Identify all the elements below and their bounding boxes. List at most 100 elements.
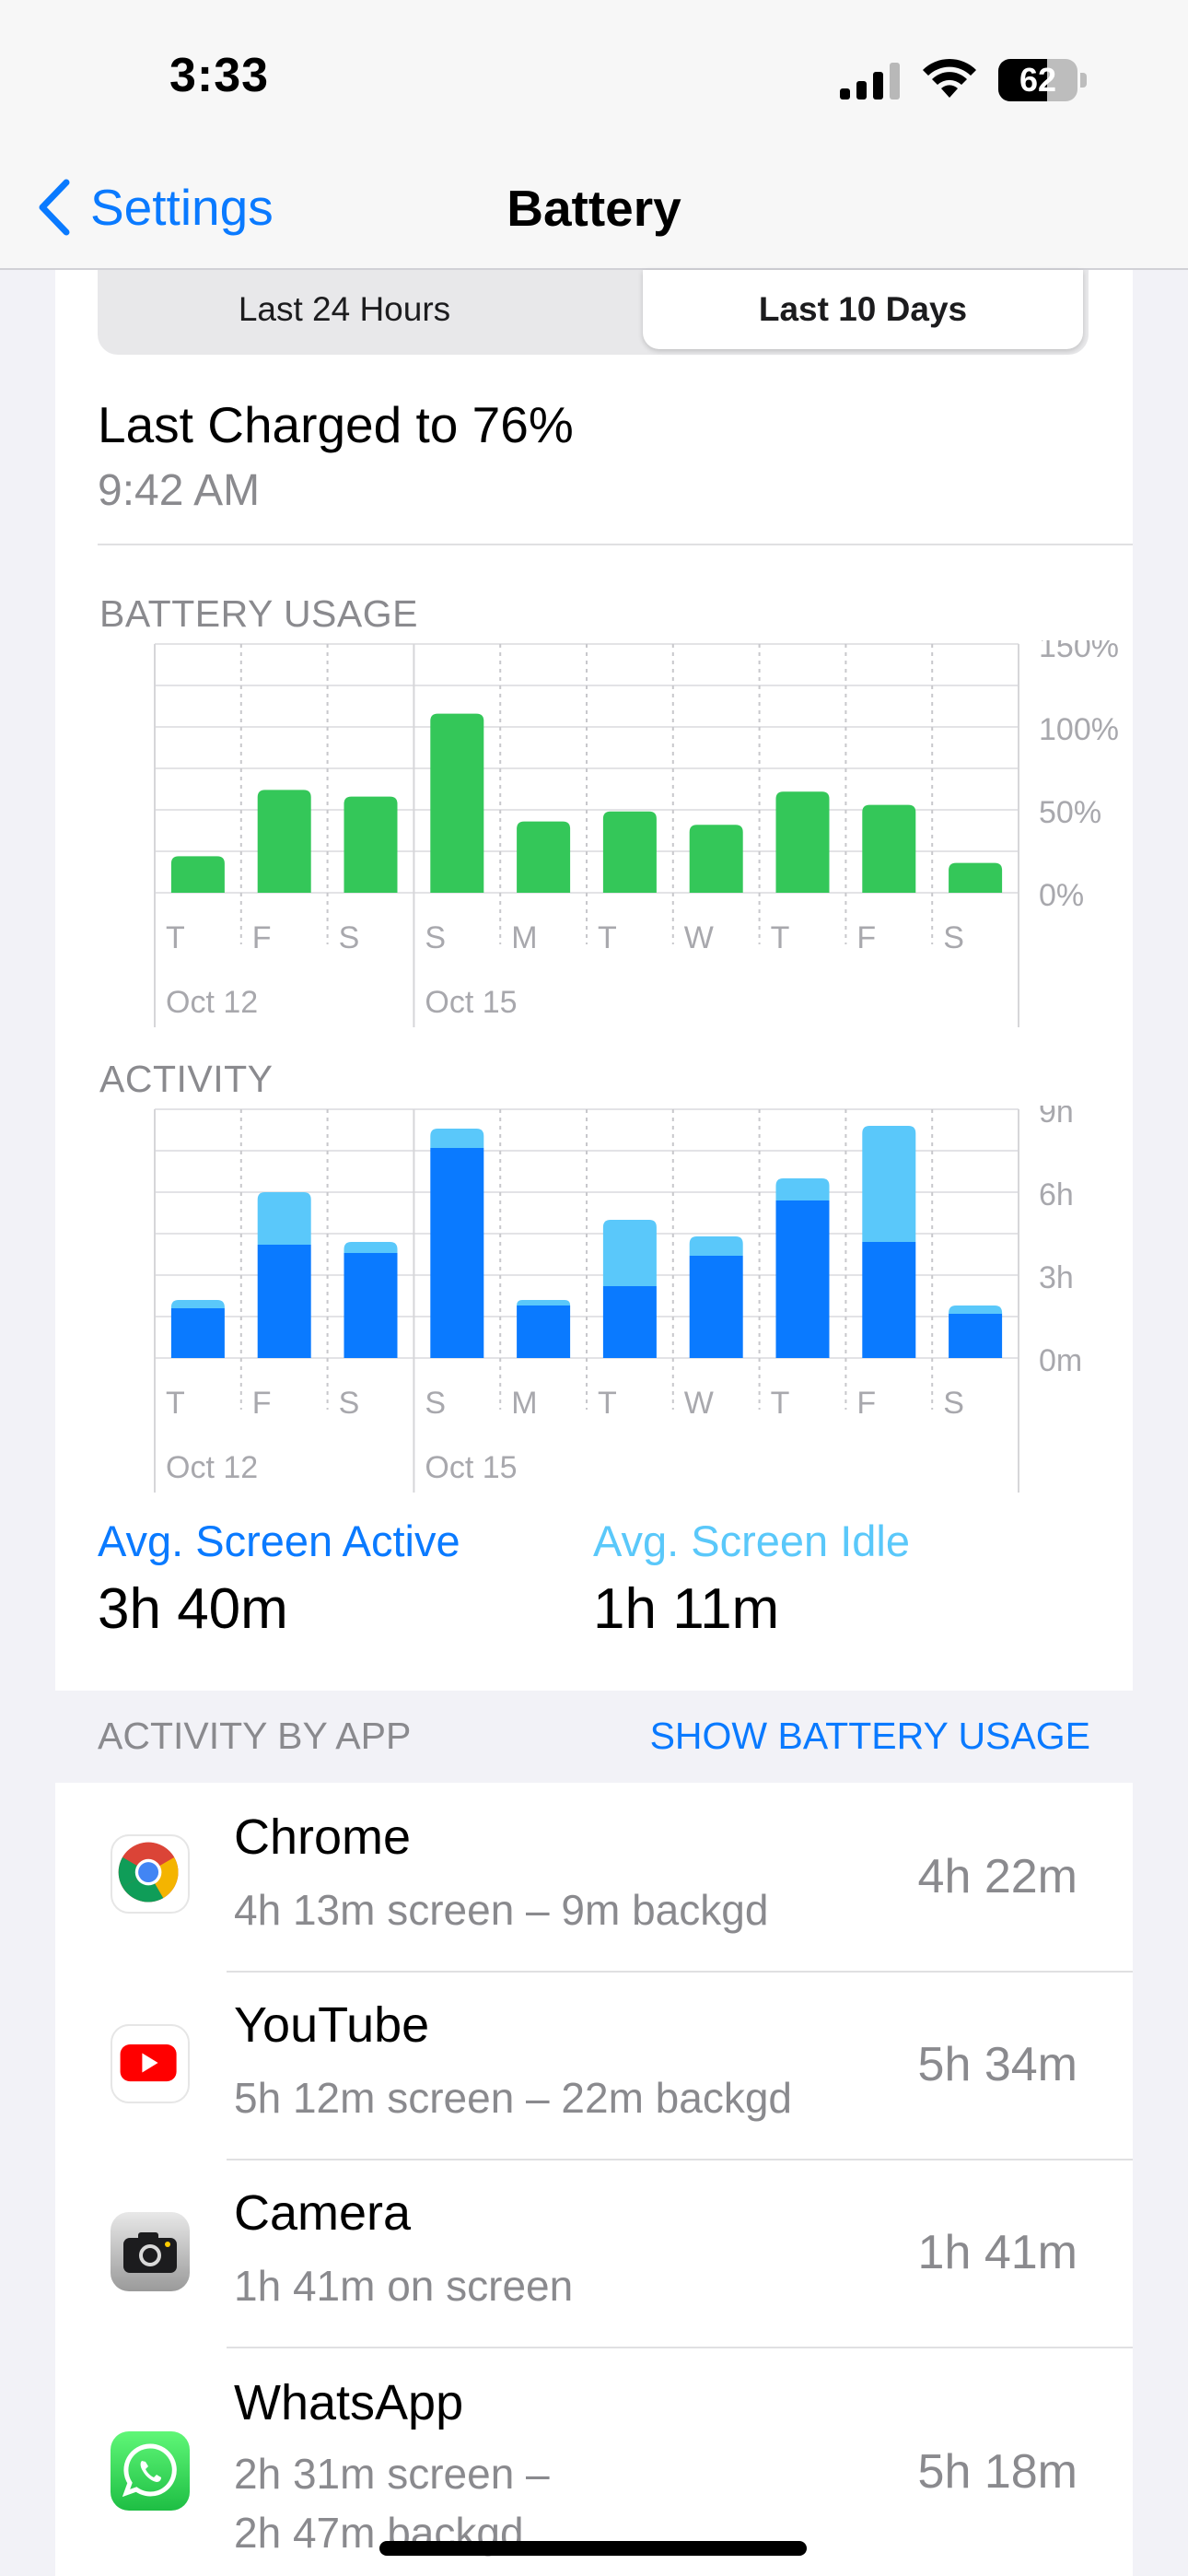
app-name: Camera — [234, 2185, 412, 2241]
app-name: Chrome — [234, 1809, 412, 1865]
whatsapp-icon — [111, 2431, 190, 2511]
segmented-control: Last 24 Hours Last 10 Days — [98, 270, 1089, 355]
activity-bar — [689, 1256, 743, 1358]
avg-screen-idle-value: 1h 11m — [593, 1577, 780, 1641]
activity-bar — [949, 1314, 1003, 1358]
activity-by-app-heading: ACTIVITY BY APP — [98, 1715, 412, 1757]
activity-bar — [517, 1306, 571, 1358]
y-tick-label: 150% — [1039, 640, 1119, 664]
x-tick-label: F — [252, 1386, 272, 1421]
activity-bar — [862, 1126, 916, 1242]
date-label: Oct 12 — [166, 1450, 258, 1485]
y-tick-label: 0m — [1039, 1343, 1082, 1378]
battery-usage-chart: 150% 100% 50% 0% T F S S M T W T F S Oct 12 Oct 15 — [154, 640, 1119, 1027]
row-divider — [227, 1971, 1133, 1973]
app-detail: 5h 12m screen – 22m backgd — [234, 2074, 793, 2122]
x-tick-label: S — [425, 920, 446, 955]
x-tick-label: S — [339, 920, 360, 955]
app-time: 5h 34m — [917, 2038, 1077, 2091]
back-label: Settings — [90, 179, 274, 236]
activity-bar — [689, 1236, 743, 1256]
y-tick-label: 100% — [1039, 712, 1119, 747]
app-detail-line1: 2h 31m screen – — [234, 2450, 550, 2498]
activity-bar — [257, 1192, 311, 1245]
camera-icon — [111, 2212, 190, 2291]
page-title: Battery — [507, 180, 681, 237]
row-divider — [227, 2347, 1133, 2348]
activity-by-app-header: ACTIVITY BY APP SHOW BATTERY USAGE — [0, 1691, 1188, 1783]
x-tick-label: S — [425, 1386, 446, 1421]
usage-bar — [602, 811, 657, 893]
date-label: Oct 15 — [425, 985, 517, 1020]
y-tick-label: 6h — [1039, 1177, 1074, 1212]
app-row-camera[interactable]: Camera 1h 41m on screen 1h 41m — [55, 2160, 1133, 2348]
usage-bar — [430, 713, 484, 893]
y-tick-label: 9h — [1039, 1106, 1074, 1130]
battery-card: Last 24 Hours Last 10 Days Last Charged … — [55, 270, 1133, 1783]
wifi-icon — [923, 58, 976, 98]
x-tick-label: T — [771, 1386, 790, 1421]
usage-bar — [344, 796, 398, 893]
activity-bar — [257, 1245, 311, 1358]
activity-bar — [430, 1129, 484, 1148]
youtube-icon — [111, 2024, 190, 2103]
usage-bar — [689, 825, 743, 893]
x-tick-label: T — [771, 920, 790, 955]
navigation-bar: Settings Battery — [0, 147, 1188, 270]
x-tick-label: W — [684, 920, 714, 955]
activity-bar — [517, 1300, 571, 1306]
avg-screen-idle-label: Avg. Screen Idle — [593, 1516, 911, 1565]
x-tick-label: T — [598, 920, 617, 955]
battery-usage-heading: BATTERY USAGE — [99, 592, 418, 635]
activity-bar — [775, 1200, 830, 1358]
app-row-whatsapp[interactable]: WhatsApp 2h 31m screen – 2h 47m backgd 5… — [55, 2348, 1133, 2576]
x-tick-label: T — [166, 1386, 185, 1421]
home-indicator — [379, 2541, 807, 2556]
activity-heading: ACTIVITY — [99, 1058, 274, 1100]
x-tick-label: M — [511, 1386, 537, 1421]
y-tick-label: 50% — [1039, 795, 1101, 830]
app-row-youtube[interactable]: YouTube 5h 12m screen – 22m backgd 5h 34… — [55, 1973, 1133, 2160]
x-tick-label: S — [943, 920, 964, 955]
activity-bar — [862, 1242, 916, 1358]
last-charged-title: Last Charged to 76% — [98, 396, 574, 453]
status-time: 3:33 — [169, 49, 270, 102]
activity-bar — [344, 1242, 398, 1253]
cellular-signal-icon — [840, 63, 900, 100]
activity-bar — [430, 1148, 484, 1358]
segment-last-10-days[interactable]: Last 10 Days — [643, 270, 1083, 349]
avg-screen-active-label: Avg. Screen Active — [98, 1516, 460, 1565]
last-charged-time: 9:42 AM — [98, 466, 261, 515]
usage-bar — [775, 791, 830, 893]
app-name: WhatsApp — [234, 2375, 464, 2430]
show-battery-usage-button[interactable]: SHOW BATTERY USAGE — [649, 1715, 1090, 1757]
x-tick-label: T — [166, 920, 185, 955]
usage-bar — [517, 821, 571, 893]
usage-bar — [257, 790, 311, 893]
app-time: 5h 18m — [917, 2445, 1077, 2499]
usage-bar — [862, 804, 916, 893]
activity-bar — [170, 1300, 225, 1308]
app-list: Chrome 4h 13m screen – 9m backgd 4h 22m … — [55, 1783, 1133, 2576]
y-tick-label: 3h — [1039, 1260, 1074, 1295]
date-label: Oct 15 — [425, 1450, 517, 1485]
activity-bar — [602, 1220, 657, 1286]
y-tick-label: 0% — [1039, 878, 1084, 913]
activity-chart: 9h 6h 3h 0m T F S S M T W T F S Oct 12 Oct 15 — [154, 1106, 1082, 1493]
back-button[interactable]: Settings — [33, 175, 274, 240]
activity-bar — [775, 1178, 830, 1200]
app-detail: 4h 13m screen – 9m backgd — [234, 1886, 769, 1934]
x-tick-label: S — [339, 1386, 360, 1421]
segment-last-24-hours[interactable]: Last 24 Hours — [238, 290, 451, 328]
activity-bar — [170, 1308, 225, 1358]
app-time: 4h 22m — [917, 1850, 1077, 1903]
chevron-left-icon — [39, 179, 70, 236]
activity-bar — [949, 1306, 1003, 1314]
app-detail: 1h 41m on screen — [234, 2262, 574, 2310]
activity-bar — [602, 1286, 657, 1358]
divider — [98, 544, 1133, 545]
x-tick-label: S — [943, 1386, 964, 1421]
app-row-chrome[interactable]: Chrome 4h 13m screen – 9m backgd 4h 22m — [55, 1783, 1133, 1973]
date-label: Oct 12 — [166, 985, 258, 1020]
usage-bar — [170, 856, 225, 893]
